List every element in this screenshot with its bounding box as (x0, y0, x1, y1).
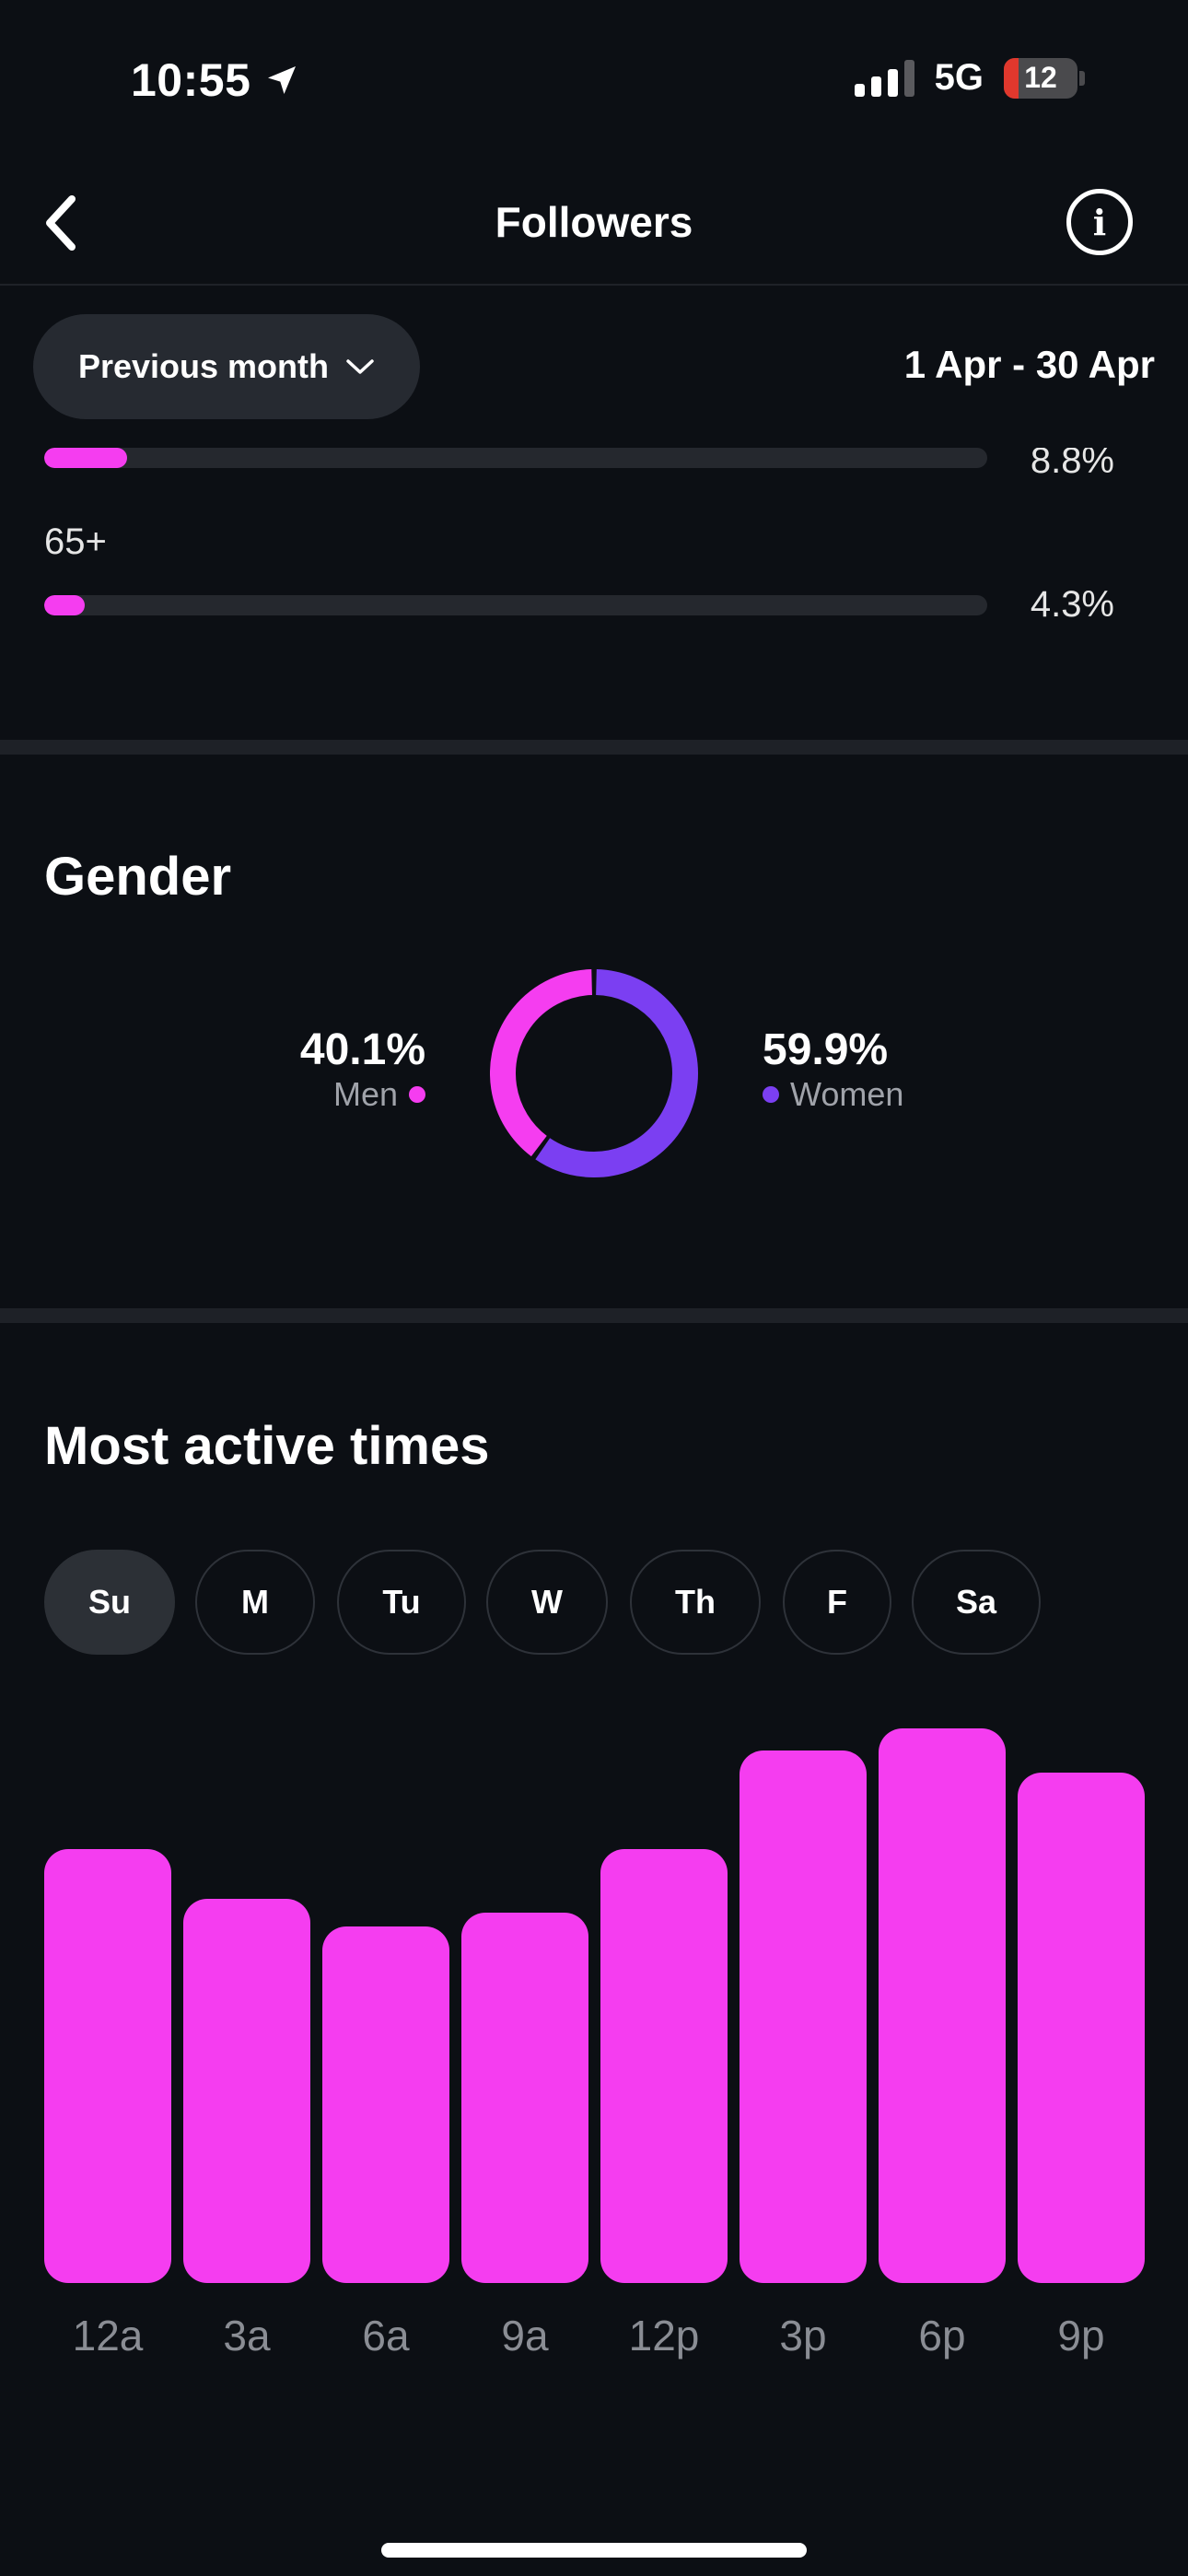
donut-women-segment (490, 969, 698, 1177)
women-stat: 59.9% Women (763, 1025, 984, 1114)
day-tab-su[interactable]: Su (44, 1550, 175, 1655)
status-time-text: 10:55 (131, 54, 251, 106)
activity-bar-12a[interactable] (44, 1849, 171, 2283)
age-row-clipped: 8.8% (0, 448, 1188, 488)
period-label: Previous month (77, 347, 330, 385)
donut-men-segment (490, 969, 698, 1177)
activity-bar-9a[interactable] (461, 1912, 588, 2283)
men-legend: Men (276, 1075, 425, 1114)
info-button[interactable]: i (1066, 189, 1133, 255)
page-title: Followers (495, 198, 693, 246)
x-tick-label: 12p (628, 2312, 700, 2359)
date-range: 1 Apr - 30 Apr (903, 343, 1155, 386)
day-tab-f[interactable]: F (783, 1550, 891, 1655)
women-legend: Women (763, 1075, 984, 1114)
activity-bar-9p[interactable] (1018, 1772, 1145, 2283)
status-time: 10:55 (131, 53, 300, 107)
x-tick-label: 3p (779, 2312, 827, 2359)
x-tick-label: 9p (1057, 2312, 1105, 2359)
activity-bar-3a[interactable] (183, 1898, 310, 2283)
x-tick-label: 6a (362, 2312, 410, 2359)
age-percent: 8.8% (1030, 448, 1114, 481)
age-bar-track (44, 595, 987, 615)
battery-level: 12 (1024, 61, 1057, 94)
age-percent: 4.3% (1030, 584, 1114, 625)
day-tab-tu[interactable]: Tu (337, 1550, 466, 1655)
status-indicators: 5G 12 (854, 57, 1085, 99)
day-tab-sa[interactable]: Sa (912, 1550, 1041, 1655)
day-tab-m[interactable]: M (195, 1550, 315, 1655)
x-tick-label: 9a (501, 2312, 549, 2359)
activity-bar-12p[interactable] (600, 1849, 728, 2283)
x-tick-label: 12a (72, 2312, 144, 2359)
age-bar-fill (44, 595, 85, 615)
activity-bar-6p[interactable] (879, 1728, 1006, 2283)
activity-bar-6a[interactable] (322, 1926, 449, 2283)
x-tick-label: 3a (223, 2312, 271, 2359)
day-tab-w[interactable]: W (486, 1550, 608, 1655)
x-tick-label: 6p (918, 2312, 966, 2359)
section-divider (0, 740, 1188, 755)
gender-title: Gender (44, 847, 232, 907)
active-times-title: Most active times (44, 1416, 490, 1476)
location-arrow-icon (268, 66, 297, 94)
age-bar-fill (44, 448, 127, 468)
info-icon: i (1092, 201, 1107, 243)
period-dropdown[interactable]: Previous month (33, 314, 420, 419)
age-bar-track (44, 448, 987, 468)
men-percent: 40.1% (299, 1025, 425, 1074)
women-percent: 59.9% (763, 1025, 889, 1074)
women-label: Women (790, 1075, 904, 1113)
cellular-signal-icon (854, 59, 914, 97)
men-stat: 40.1% Men (276, 1025, 425, 1114)
home-indicator[interactable] (381, 2543, 807, 2558)
men-dot-icon (409, 1086, 425, 1103)
age-label: 65+ (44, 521, 107, 562)
network-type: 5G (934, 57, 984, 98)
section-divider (0, 1308, 1188, 1323)
day-tab-th[interactable]: Th (630, 1550, 761, 1655)
activity-bar-3p[interactable] (740, 1750, 867, 2283)
gender-donut-chart (490, 969, 698, 1177)
chevron-left-icon (46, 195, 76, 251)
battery-icon: 12 (1004, 57, 1077, 99)
back-button[interactable] (33, 193, 88, 252)
men-label: Men (332, 1075, 398, 1113)
women-dot-icon (763, 1086, 779, 1103)
nav-divider (0, 284, 1188, 286)
chevron-down-icon (346, 359, 374, 374)
battery-tip (1079, 70, 1085, 86)
